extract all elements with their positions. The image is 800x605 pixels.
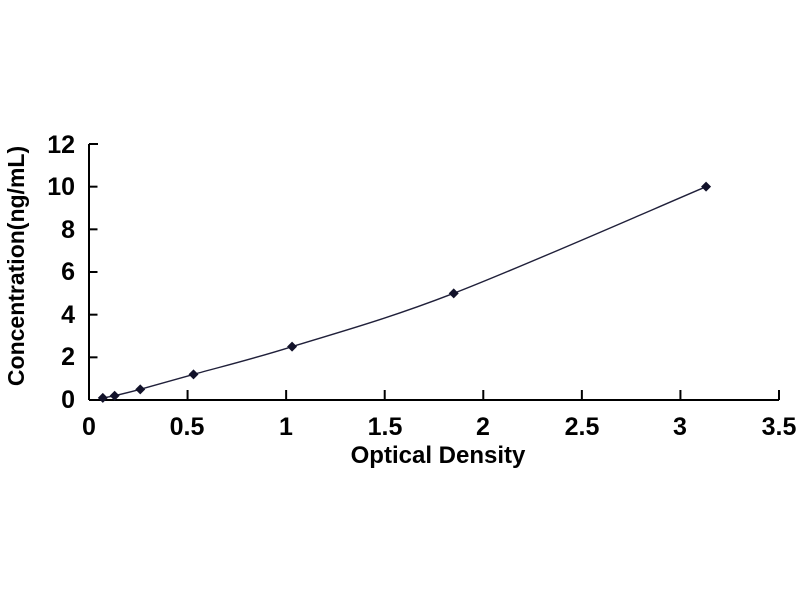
svg-text:Concentration(ng/mL): Concentration(ng/mL) <box>3 146 29 386</box>
svg-text:0.5: 0.5 <box>170 413 205 441</box>
svg-text:0: 0 <box>82 413 96 441</box>
svg-text:2: 2 <box>476 413 490 441</box>
svg-text:1: 1 <box>279 413 293 441</box>
svg-text:0: 0 <box>61 386 75 414</box>
svg-text:3.5: 3.5 <box>762 413 797 441</box>
svg-text:4: 4 <box>61 301 75 329</box>
svg-text:12: 12 <box>47 131 75 159</box>
svg-text:8: 8 <box>61 216 75 244</box>
svg-text:2.5: 2.5 <box>565 413 600 441</box>
svg-text:2: 2 <box>61 343 75 371</box>
svg-text:Optical Density: Optical Density <box>351 442 526 469</box>
svg-text:6: 6 <box>61 258 75 286</box>
svg-text:10: 10 <box>47 173 75 201</box>
svg-text:3: 3 <box>673 413 687 441</box>
svg-text:1.5: 1.5 <box>368 413 403 441</box>
